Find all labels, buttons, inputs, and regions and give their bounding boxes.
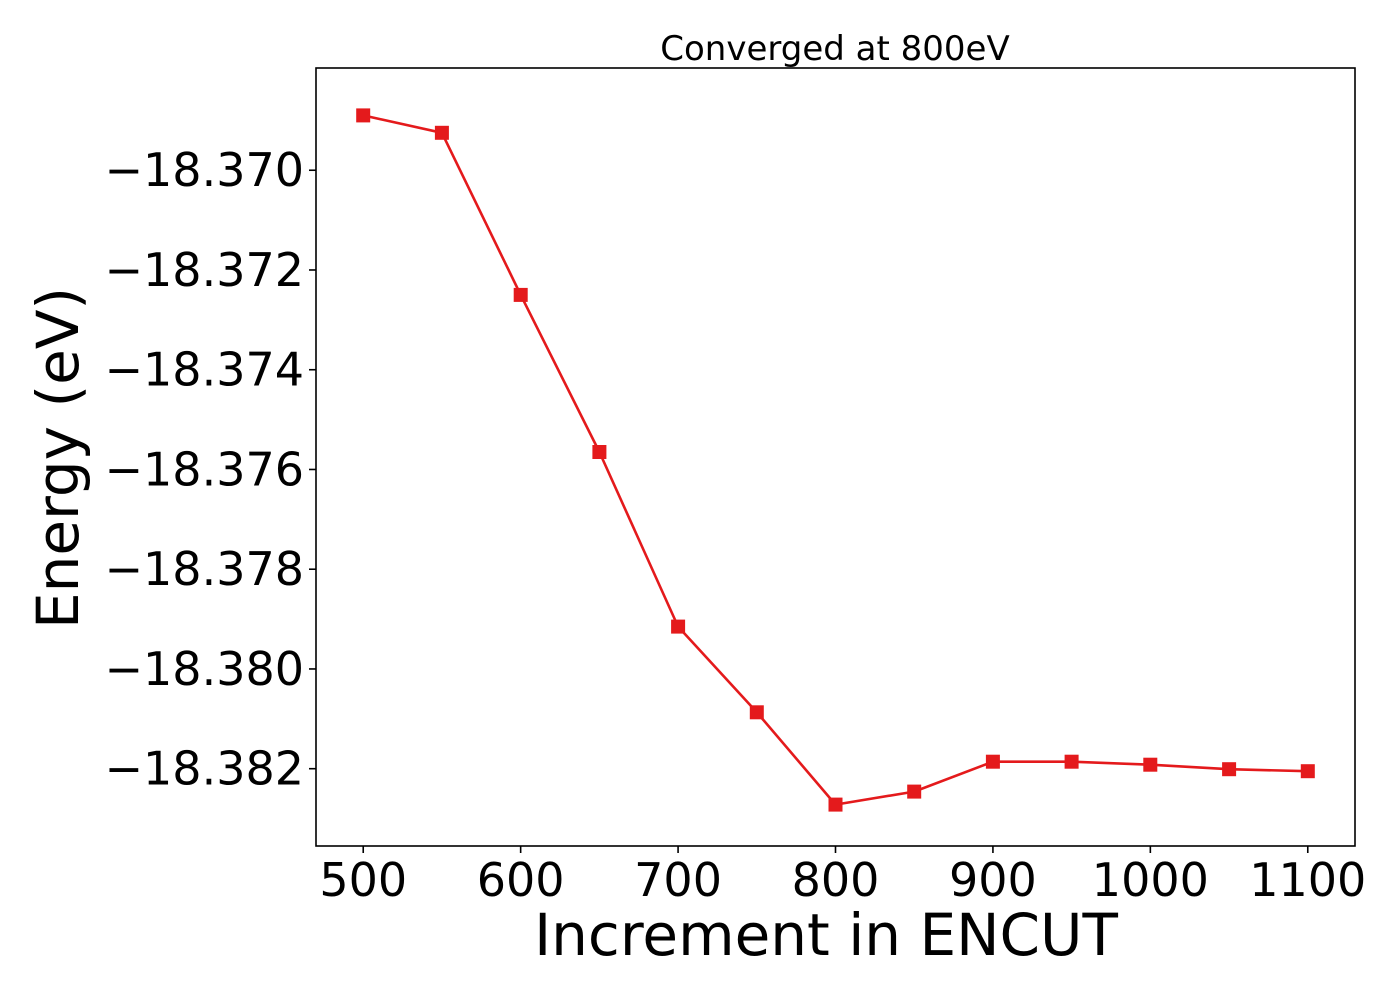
y-axis: −18.370 −18.372 −18.374 −18.376 −18.378 −18.3… bbox=[105, 143, 316, 796]
x-tick-label: 1100 bbox=[1249, 853, 1366, 907]
data-point bbox=[592, 445, 607, 459]
y-axis-label: Energy (eV) bbox=[24, 287, 92, 629]
x-tick-label: 600 bbox=[477, 853, 565, 907]
data-point bbox=[985, 754, 1000, 769]
y-tick-label: −18.374 bbox=[105, 343, 305, 397]
x-tick-label: 500 bbox=[319, 853, 407, 907]
y-tick-label: −18.378 bbox=[105, 542, 305, 596]
data-point bbox=[907, 784, 922, 799]
y-tick-label: −18.382 bbox=[105, 742, 305, 796]
data-point bbox=[513, 287, 528, 302]
plot-area bbox=[356, 108, 1315, 812]
y-tick-label: −18.376 bbox=[105, 442, 305, 496]
data-point bbox=[1222, 762, 1237, 777]
x-tick-label: 1000 bbox=[1092, 853, 1209, 907]
data-point bbox=[1300, 764, 1315, 779]
x-axis-label: Increment in ENCUT bbox=[534, 901, 1118, 969]
data-point bbox=[671, 619, 686, 634]
x-axis: 500 600 700 800 900 1000 1100 bbox=[319, 846, 1366, 907]
axes-frame bbox=[315, 67, 1356, 847]
data-point bbox=[749, 705, 764, 720]
data-point bbox=[1143, 757, 1158, 772]
y-tick-label: −18.370 bbox=[105, 143, 305, 197]
data-point bbox=[356, 108, 371, 123]
y-tick-label: −18.372 bbox=[105, 243, 305, 297]
x-tick-label: 800 bbox=[792, 853, 880, 907]
y-tick-label: −18.380 bbox=[105, 642, 305, 696]
series-line bbox=[362, 114, 1308, 806]
chart-title: Converged at 800eV bbox=[660, 29, 1009, 69]
data-point bbox=[1064, 754, 1079, 769]
data-point bbox=[828, 797, 843, 812]
x-tick-label: 700 bbox=[634, 853, 722, 907]
x-tick-label: 900 bbox=[949, 853, 1037, 907]
data-point bbox=[434, 125, 449, 140]
